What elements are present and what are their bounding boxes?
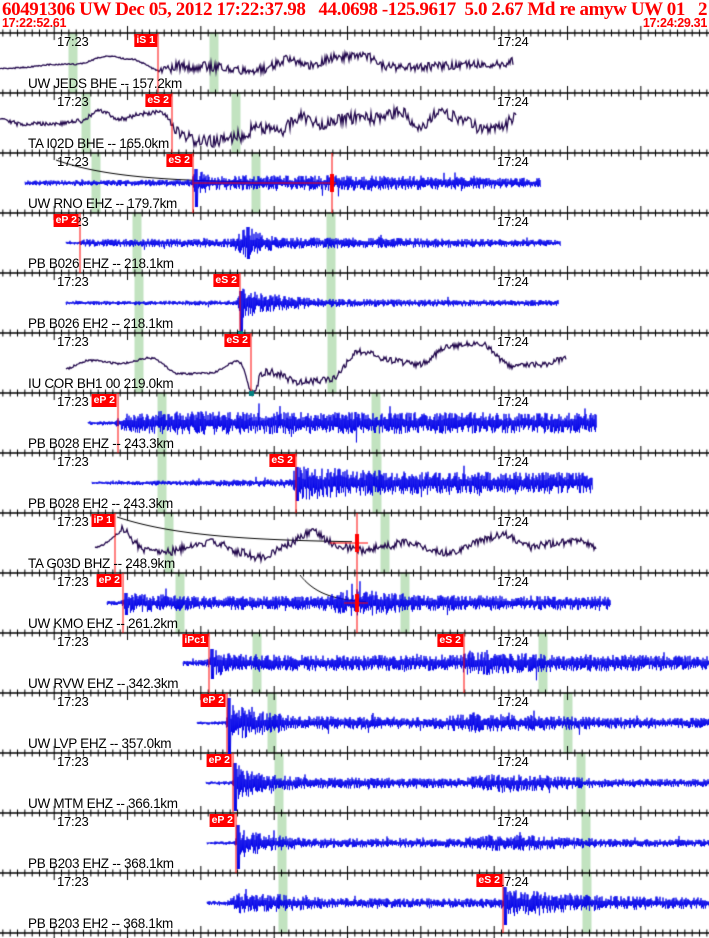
pick-flag[interactable]: eS 2: [213, 274, 239, 287]
pick-flag[interactable]: eS 2: [269, 454, 295, 467]
pick-flag[interactable]: iPc1: [182, 634, 208, 647]
pick-flag[interactable]: eP 2: [209, 814, 235, 827]
pick-flag[interactable]: eP 2: [200, 694, 226, 707]
pick-flag[interactable]: iS 1: [134, 34, 157, 47]
pick-flag[interactable]: iP 1: [91, 514, 114, 527]
pick-flag[interactable]: eS 2: [437, 634, 463, 647]
pick-flag[interactable]: eS 2: [145, 94, 171, 107]
pick-flag[interactable]: eS 2: [224, 334, 250, 347]
pick-flag[interactable]: eS 2: [166, 154, 192, 167]
pick-flag[interactable]: eP 2: [96, 574, 122, 587]
pick-flag[interactable]: eP 2: [53, 214, 79, 227]
pick-flag[interactable]: eP 2: [206, 754, 232, 767]
pick-flag[interactable]: eP 2: [91, 394, 117, 407]
pick-flag[interactable]: eS 2: [476, 874, 502, 887]
